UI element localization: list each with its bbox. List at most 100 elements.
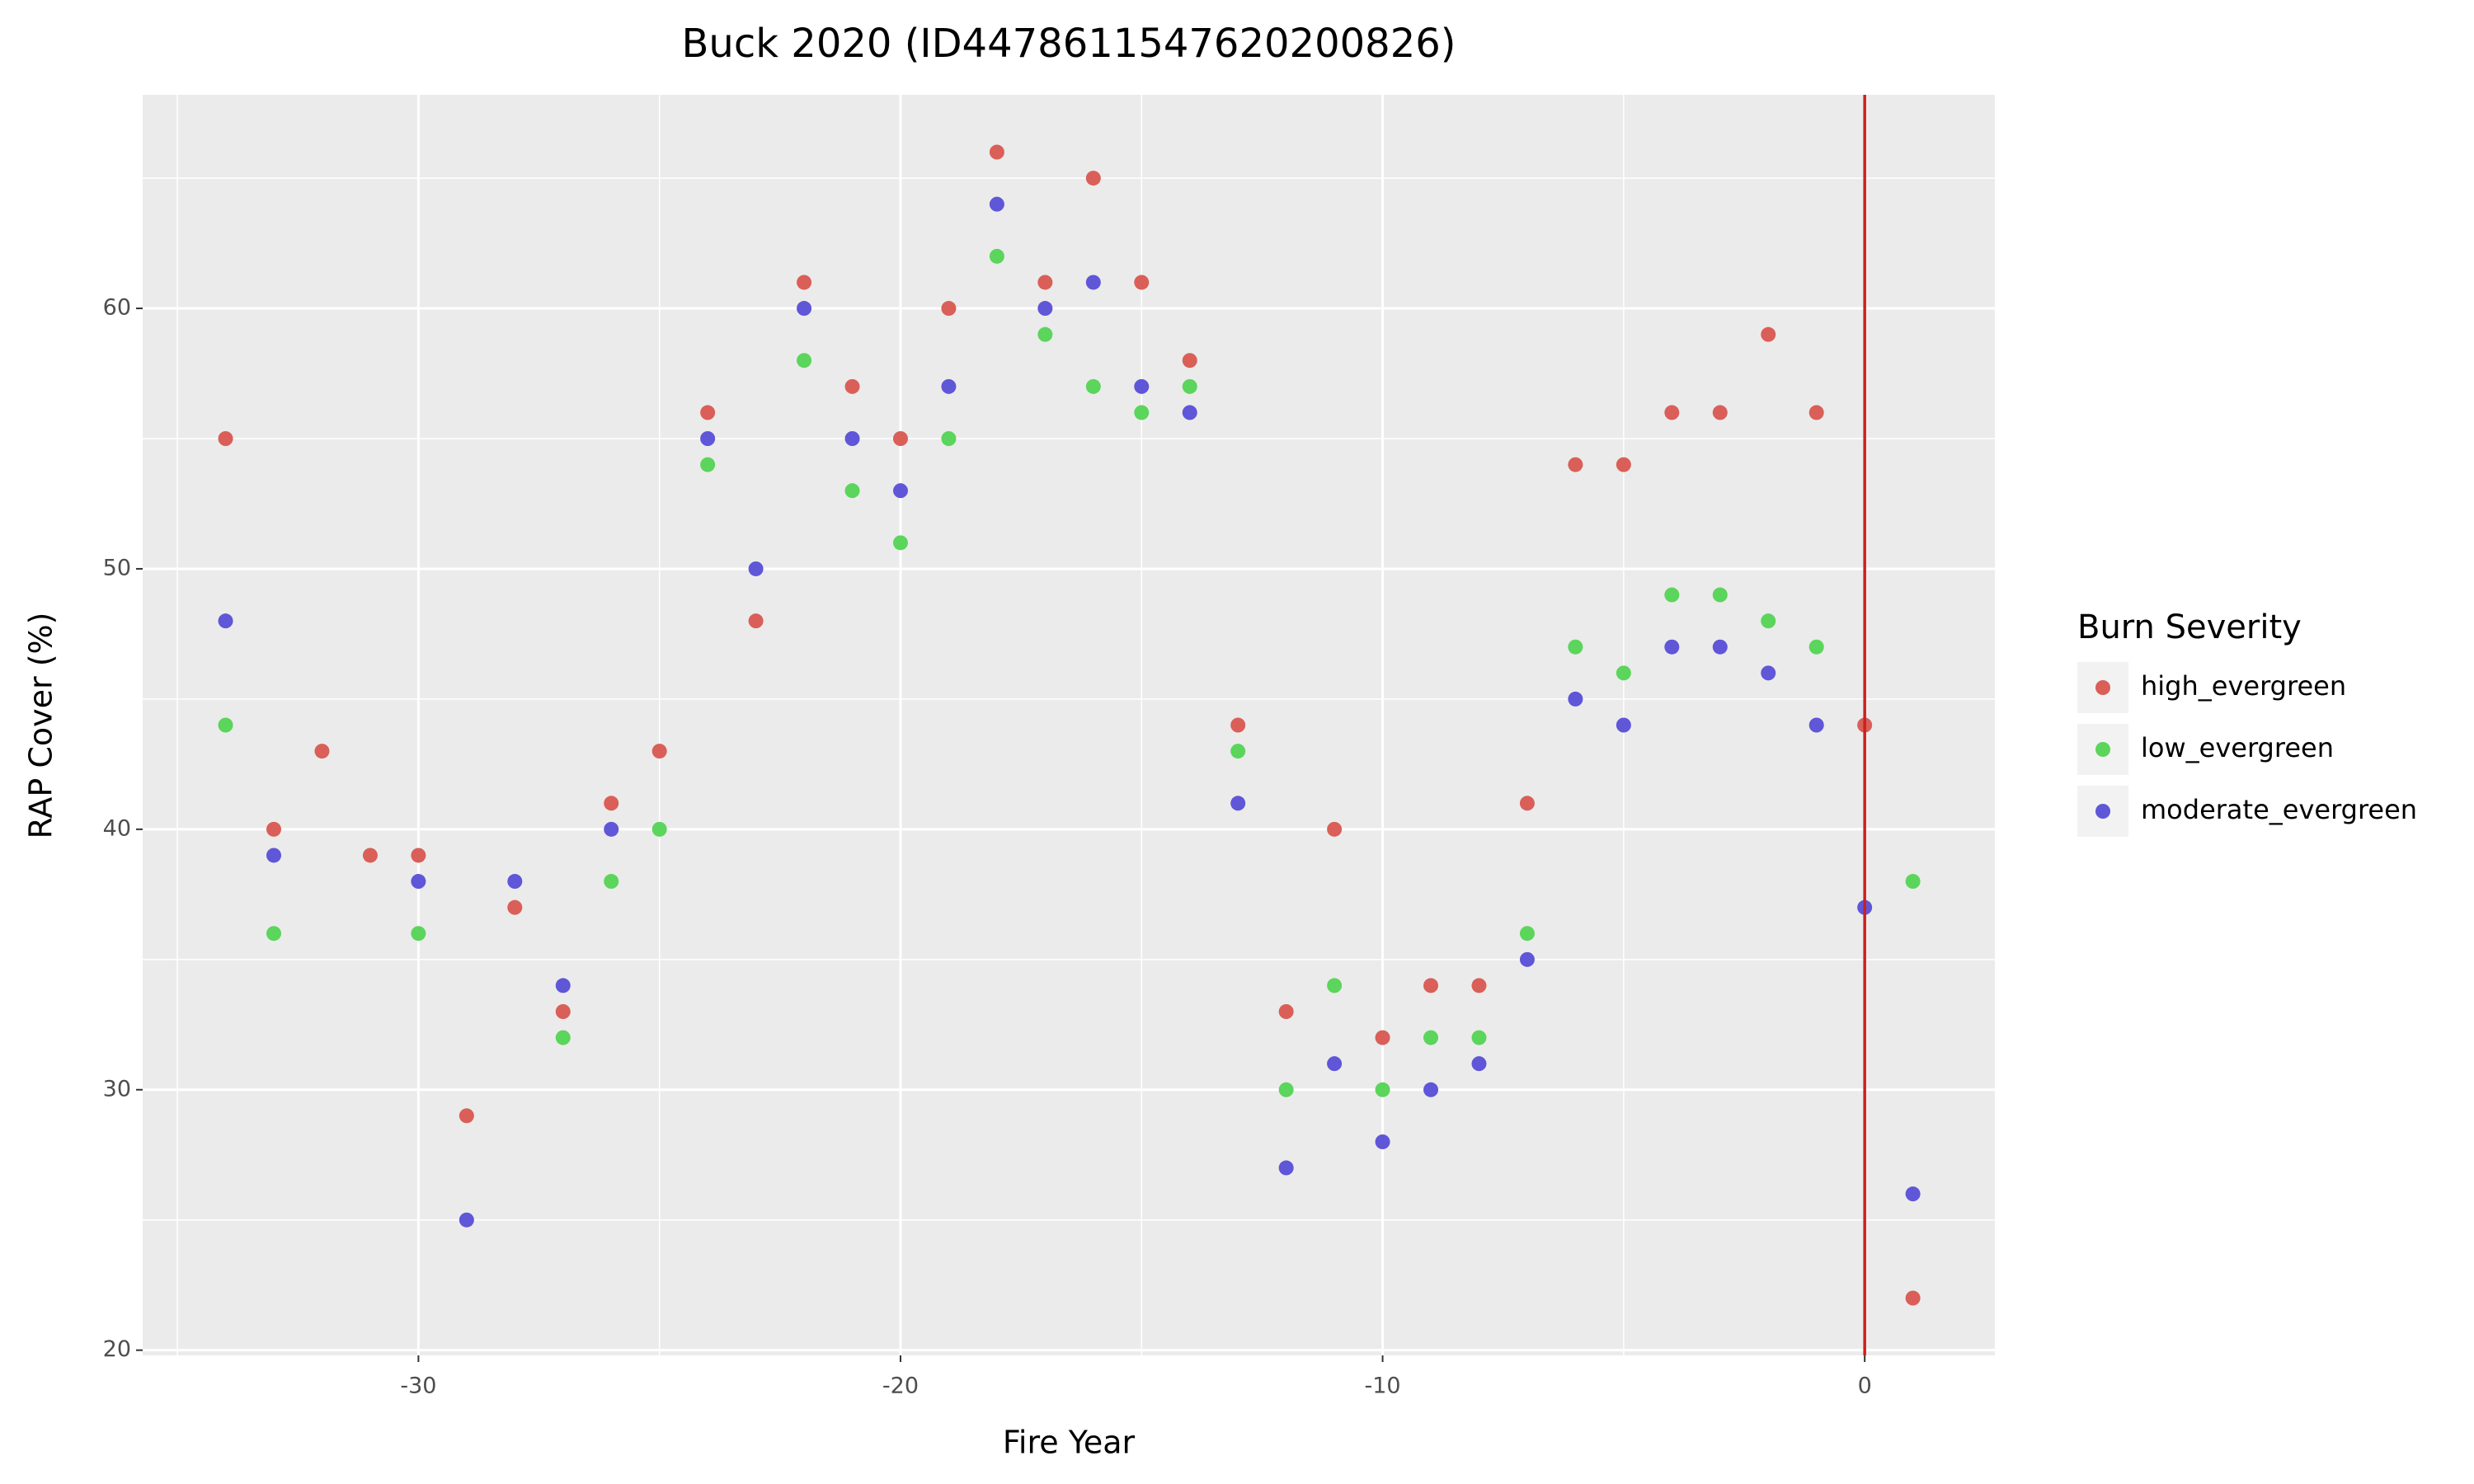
point bbox=[700, 457, 716, 472]
point bbox=[748, 613, 764, 629]
point bbox=[1664, 405, 1680, 420]
point bbox=[1327, 821, 1343, 837]
point bbox=[748, 561, 764, 576]
panel bbox=[143, 95, 1995, 1355]
point bbox=[411, 926, 426, 942]
point bbox=[1182, 353, 1197, 369]
point bbox=[1037, 326, 1053, 342]
point bbox=[1375, 1134, 1390, 1149]
point bbox=[555, 1030, 571, 1045]
point bbox=[700, 431, 716, 446]
point bbox=[1905, 1186, 1921, 1202]
x-tick-label: 0 bbox=[1858, 1374, 1872, 1399]
point bbox=[1134, 275, 1150, 290]
point bbox=[651, 821, 667, 837]
point bbox=[1471, 1056, 1487, 1072]
point bbox=[844, 483, 860, 499]
point bbox=[604, 821, 619, 837]
point bbox=[1423, 978, 1439, 993]
point bbox=[1327, 1056, 1343, 1072]
point bbox=[1134, 378, 1150, 394]
point bbox=[1712, 587, 1728, 603]
point bbox=[1085, 275, 1101, 290]
y-axis-label: RAP Cover (%) bbox=[23, 613, 59, 839]
x-tick-label: -20 bbox=[882, 1374, 919, 1399]
point bbox=[1761, 613, 1776, 629]
point bbox=[1134, 405, 1150, 420]
point bbox=[1230, 717, 1246, 733]
point bbox=[989, 196, 1004, 212]
point bbox=[411, 848, 426, 863]
y-tick-label: 20 bbox=[103, 1336, 131, 1362]
point bbox=[700, 405, 716, 420]
point bbox=[892, 431, 908, 446]
point bbox=[1230, 796, 1246, 811]
point bbox=[1037, 301, 1053, 317]
point bbox=[1375, 1030, 1390, 1045]
point bbox=[1664, 639, 1680, 655]
point bbox=[314, 744, 330, 759]
point bbox=[1712, 405, 1728, 420]
point bbox=[1471, 1030, 1487, 1045]
point bbox=[507, 874, 523, 890]
point bbox=[218, 431, 233, 446]
point bbox=[941, 378, 957, 394]
point bbox=[989, 248, 1004, 264]
y-tick-label: 30 bbox=[103, 1076, 131, 1101]
point bbox=[1568, 457, 1583, 472]
legend-title: Burn Severity bbox=[2077, 608, 2302, 646]
point bbox=[459, 1108, 474, 1124]
legend-marker bbox=[2095, 742, 2110, 757]
point bbox=[797, 301, 812, 317]
point bbox=[651, 744, 667, 759]
legend-label: moderate_evergreen bbox=[2141, 794, 2417, 825]
point bbox=[1471, 978, 1487, 993]
point bbox=[555, 978, 571, 993]
point bbox=[507, 899, 523, 915]
point bbox=[1182, 405, 1197, 420]
point bbox=[1568, 639, 1583, 655]
point bbox=[797, 353, 812, 369]
point bbox=[218, 613, 233, 629]
y-tick-label: 60 bbox=[103, 295, 131, 321]
point bbox=[1568, 691, 1583, 707]
legend-label: high_evergreen bbox=[2141, 670, 2346, 702]
point bbox=[1085, 378, 1101, 394]
point bbox=[266, 848, 282, 863]
point bbox=[1278, 1004, 1294, 1019]
point bbox=[1905, 1290, 1921, 1306]
point bbox=[797, 275, 812, 290]
point bbox=[1519, 796, 1535, 811]
y-tick-label: 40 bbox=[103, 815, 131, 841]
point bbox=[941, 431, 957, 446]
point bbox=[1278, 1160, 1294, 1176]
point bbox=[1616, 457, 1631, 472]
point bbox=[266, 926, 282, 942]
point bbox=[844, 378, 860, 394]
point bbox=[362, 848, 378, 863]
point bbox=[1808, 717, 1824, 733]
point bbox=[892, 535, 908, 551]
point bbox=[1905, 874, 1921, 890]
point bbox=[1182, 378, 1197, 394]
point bbox=[1423, 1030, 1439, 1045]
point bbox=[1037, 275, 1053, 290]
point bbox=[1761, 326, 1776, 342]
point bbox=[1616, 717, 1631, 733]
x-axis-label: Fire Year bbox=[1003, 1425, 1136, 1461]
point bbox=[1375, 1082, 1390, 1097]
chart-title: Buck 2020 (ID447861154762020082​6) bbox=[681, 21, 1456, 67]
point bbox=[604, 796, 619, 811]
x-tick-label: -30 bbox=[400, 1374, 436, 1399]
point bbox=[1616, 665, 1631, 681]
point bbox=[844, 431, 860, 446]
point bbox=[555, 1004, 571, 1019]
point bbox=[1085, 171, 1101, 186]
legend-marker bbox=[2095, 804, 2110, 819]
point bbox=[989, 144, 1004, 160]
point bbox=[266, 821, 282, 837]
point bbox=[604, 874, 619, 890]
point bbox=[1327, 978, 1343, 993]
